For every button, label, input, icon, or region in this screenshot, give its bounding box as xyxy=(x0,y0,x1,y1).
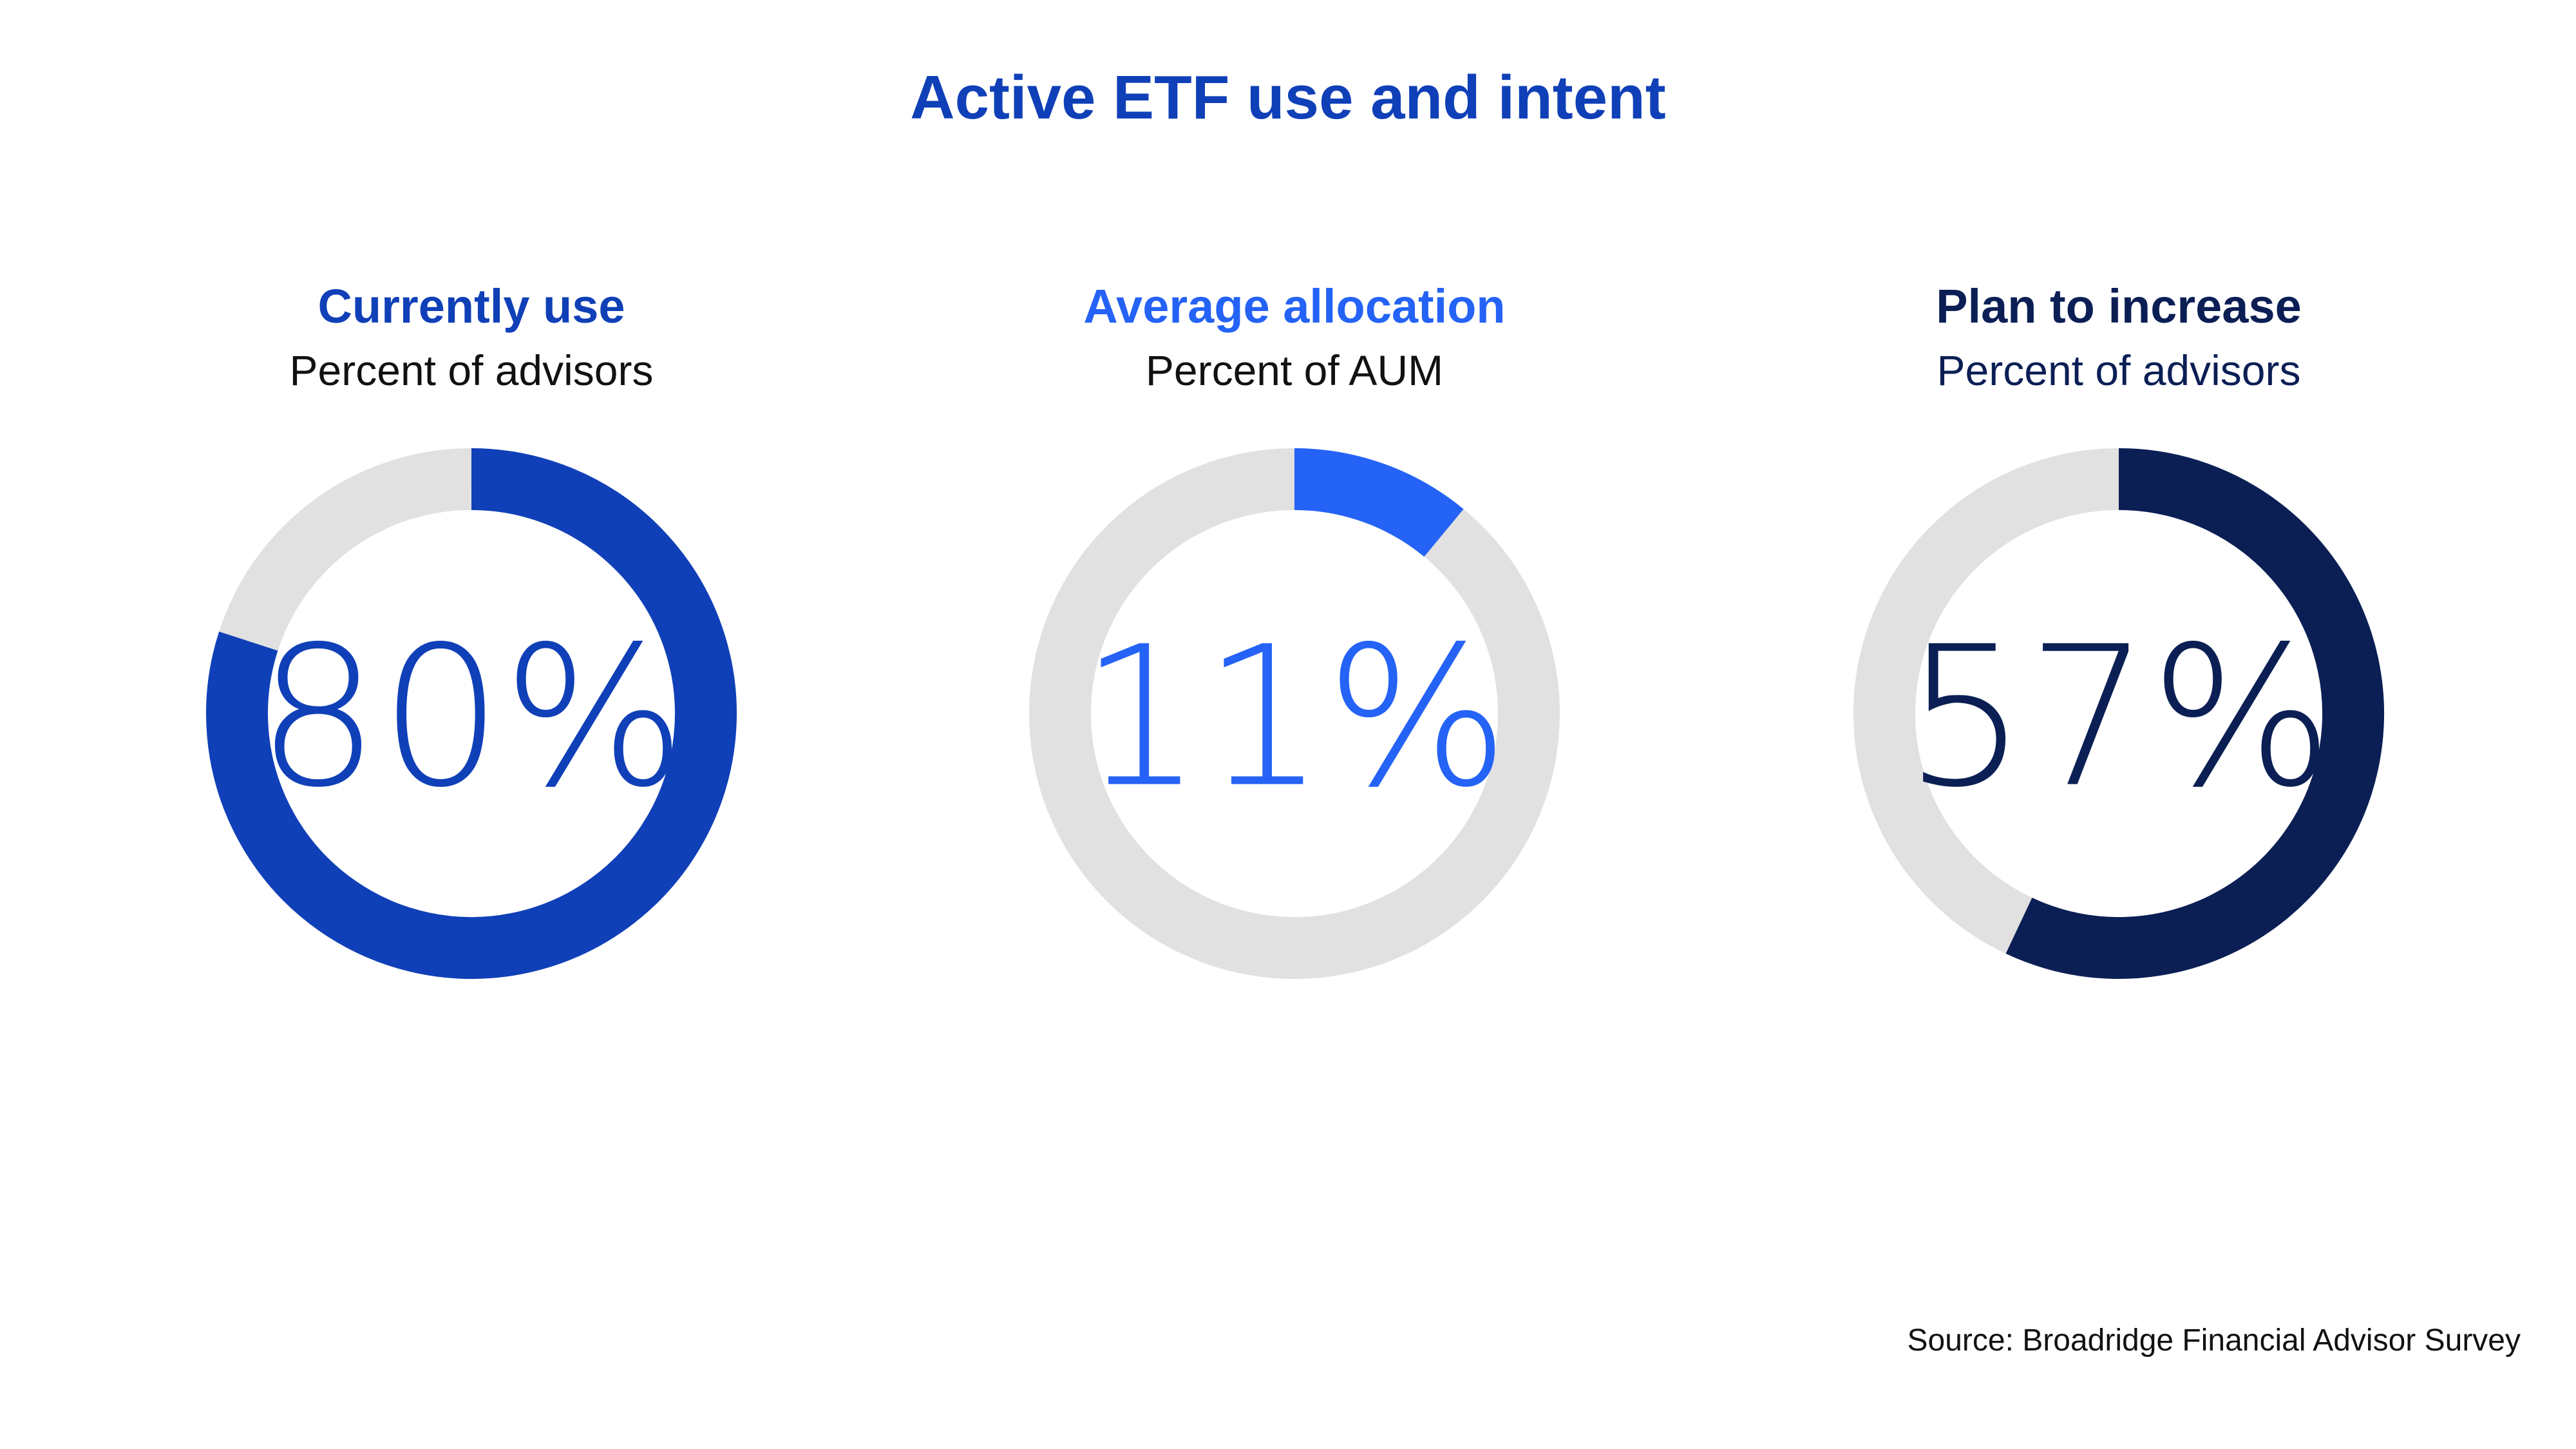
donut-chart: 80% xyxy=(206,448,737,979)
donut-value-arc xyxy=(1294,448,1464,558)
donut-chart: 57% xyxy=(1853,448,2384,979)
donut-title: Plan to increase xyxy=(1936,279,2302,333)
donut-panel-plan-to-increase: Plan to increase Percent of advisors 57% xyxy=(1765,0,2473,1030)
donut-value-label: 11% xyxy=(1080,605,1510,830)
source-note: Source: Broadridge Financial Advisor Sur… xyxy=(1907,1323,2521,1358)
chart-title: Active ETF use and intent xyxy=(910,63,1666,132)
donut-value-label: 80% xyxy=(257,605,687,830)
donut-title: Currently use xyxy=(317,279,625,333)
donut-value-label: 57% xyxy=(1904,605,2334,830)
donut-subtitle: Percent of advisors xyxy=(1937,346,2301,394)
donut-subtitle: Percent of advisors xyxy=(289,346,654,394)
donut-value-arc xyxy=(206,448,737,979)
donut-value-arc xyxy=(2005,448,2384,979)
donut-title: Average allocation xyxy=(1083,279,1506,333)
donut-subtitle: Percent of AUM xyxy=(1145,346,1444,394)
donut-chart: 11% xyxy=(1029,448,1560,979)
donut-panel-average-allocation: Average allocation Percent of AUM 11% xyxy=(940,0,1649,1030)
donut-panel-currently-use: Currently use Percent of advisors 80% xyxy=(117,0,826,1030)
